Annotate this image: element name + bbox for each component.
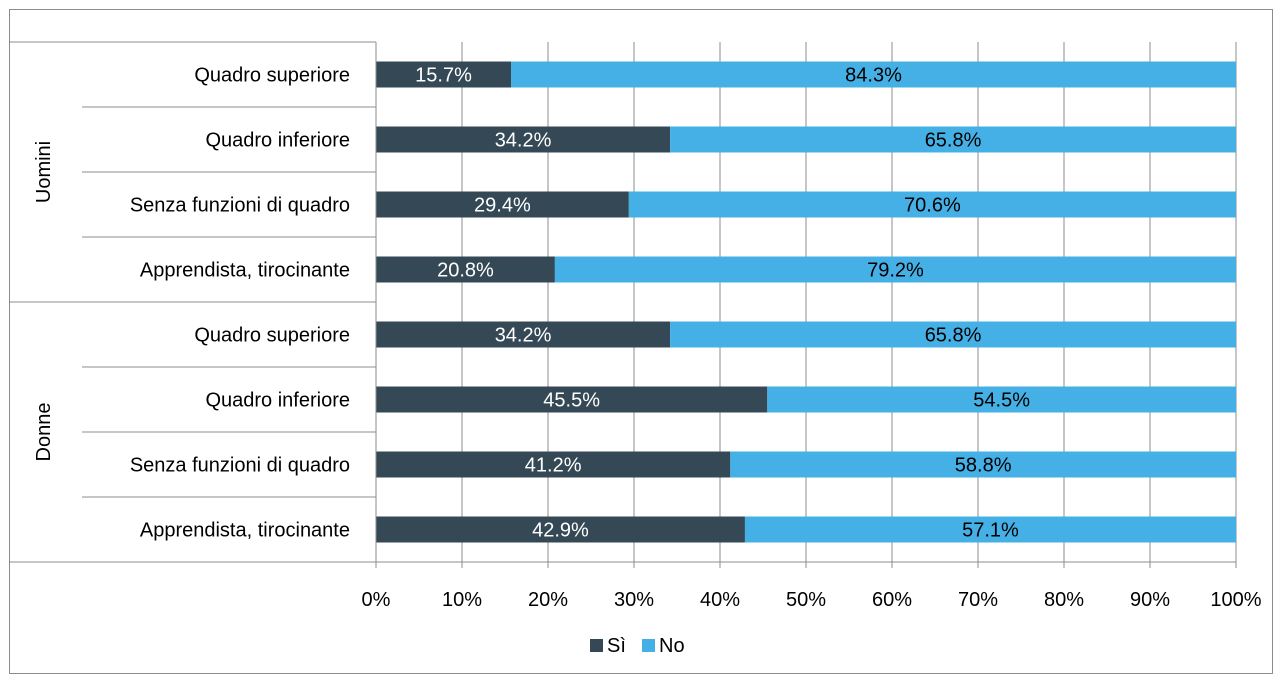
legend: Sì No <box>590 635 685 657</box>
category-label: Apprendista, tirocinante <box>140 260 350 282</box>
data-label: 34.2% <box>495 130 552 152</box>
data-label: 34.2% <box>495 325 552 347</box>
bar-segment <box>376 451 731 478</box>
data-label: 54.5% <box>973 390 1030 412</box>
data-label: 42.9% <box>532 520 589 542</box>
bar-segment <box>730 451 1236 478</box>
bar-segment <box>554 256 1236 283</box>
data-label: 79.2% <box>867 260 924 282</box>
data-label: 20.8% <box>437 260 494 282</box>
x-tick-label: 80% <box>1044 589 1084 611</box>
bar-segment <box>670 126 1236 153</box>
category-label: Quadro superiore <box>194 325 350 347</box>
bar-segment <box>376 256 555 283</box>
data-label: 70.6% <box>904 195 961 217</box>
data-label: 41.2% <box>525 455 582 477</box>
bar-segment <box>628 191 1236 218</box>
x-tick-label: 10% <box>442 589 482 611</box>
category-label: Quadro inferiore <box>205 130 350 152</box>
legend-label: No <box>659 635 685 657</box>
category-label: Senza funzioni di quadro <box>130 195 350 217</box>
x-tick-label: 70% <box>958 589 998 611</box>
legend-label: Sì <box>607 635 626 657</box>
bar-segment <box>376 126 671 153</box>
x-tick-label: 90% <box>1130 589 1170 611</box>
category-label: Apprendista, tirocinante <box>140 520 350 542</box>
bars: 15.7% 84.3% 34.2% 65.8% 29.4% 70.6% 20.8% 79.2%… <box>376 61 1236 543</box>
bar-segment <box>376 61 512 88</box>
data-label: 45.5% <box>543 390 600 412</box>
category-label: Quadro superiore <box>194 65 350 87</box>
data-label: 29.4% <box>474 195 531 217</box>
x-tick-label: 100% <box>1210 589 1261 611</box>
bar-segment <box>376 386 768 413</box>
bar-segment <box>376 191 629 218</box>
bar-segment <box>376 516 745 543</box>
data-label: 65.8% <box>925 130 982 152</box>
bar-segment <box>767 386 1236 413</box>
bar-segment <box>744 516 1236 543</box>
data-label: 57.1% <box>962 520 1019 542</box>
data-label: 65.8% <box>925 325 982 347</box>
legend-swatch <box>590 639 603 652</box>
x-tick-label: 20% <box>528 589 568 611</box>
data-label: 58.8% <box>955 455 1012 477</box>
x-tick-label: 50% <box>786 589 826 611</box>
group-label: Donne <box>33 403 55 462</box>
data-label: 15.7% <box>415 65 472 87</box>
bar-segment <box>511 61 1236 88</box>
legend-swatch <box>642 639 655 652</box>
bar-segment <box>376 321 671 348</box>
bar-segment <box>670 321 1236 348</box>
category-label: Quadro inferiore <box>205 390 350 412</box>
category-axis: Quadro superiore Quadro inferiore Senza fu… <box>9 41 1236 563</box>
x-axis-ticks: 0% 10% 20% 30% 40% 50% 60% 70% 80% 90% 100% <box>362 589 1262 611</box>
x-tick-label: 0% <box>362 589 391 611</box>
x-tick-label: 30% <box>614 589 654 611</box>
x-tick-label: 60% <box>872 589 912 611</box>
group-label: Uomini <box>33 141 55 203</box>
x-tick-label: 40% <box>700 589 740 611</box>
category-label: Senza funzioni di quadro <box>130 455 350 477</box>
data-label: 84.3% <box>845 65 902 87</box>
gridlines <box>375 42 1237 568</box>
